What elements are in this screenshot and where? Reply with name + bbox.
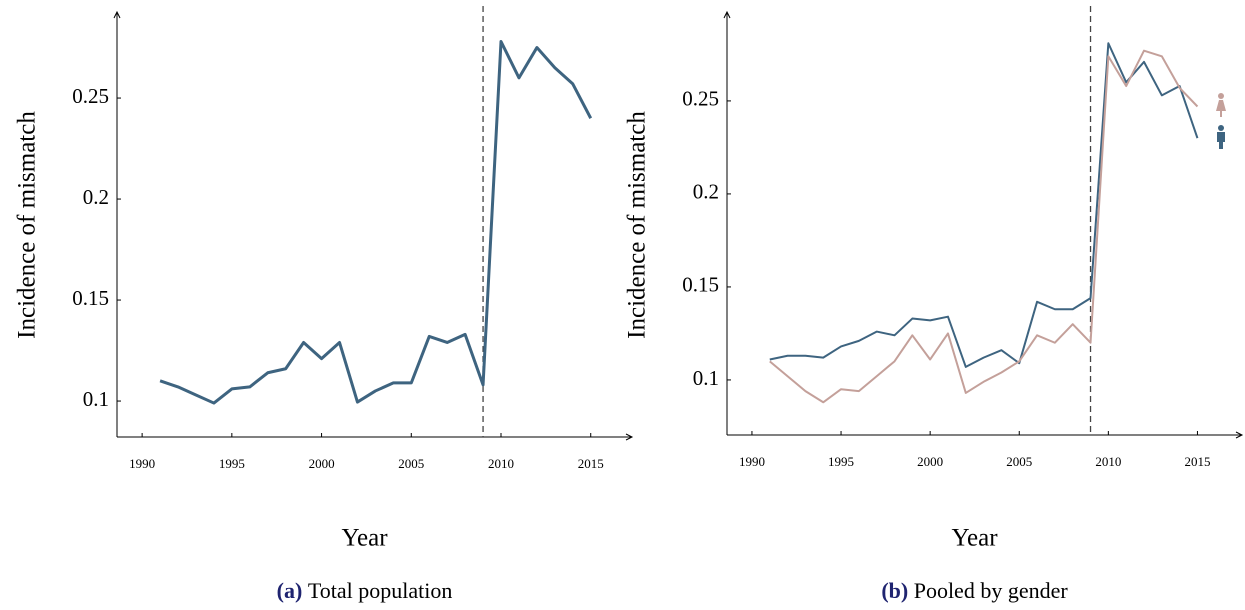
y-tick-label: 0.15 <box>72 286 109 310</box>
x-axis-arrow <box>625 433 634 441</box>
y-tick-label: 0.25 <box>72 84 109 108</box>
x-tick-label: 1990 <box>739 454 765 469</box>
chart: 1990 1995 2000 2005 2010 2015 0.1 0.15 0.2 0.25 Ye… <box>624 6 1244 603</box>
y-tick-label: 0.15 <box>682 273 719 297</box>
icon-body <box>1217 132 1225 149</box>
y-axis-label: Incidence of mismatch <box>624 111 651 339</box>
x-tick-label: 2000 <box>309 456 335 471</box>
chart: 1990 1995 2000 2005 2010 2015 0.1 0.15 0.2 0.25 Ye… <box>14 6 634 603</box>
x-tick-label: 2010 <box>488 456 514 471</box>
x-axis-label: Year <box>951 525 998 552</box>
female-icon <box>1216 93 1226 117</box>
y-axis-label: Incidence of mismatch <box>14 111 41 339</box>
x-tick-label: 2005 <box>1006 454 1032 469</box>
x-tick-label: 1995 <box>828 454 854 469</box>
y-tick-label: 0.2 <box>83 185 109 209</box>
x-tick-label: 2010 <box>1095 454 1121 469</box>
y-axis-arrow <box>723 10 731 19</box>
x-tick-label: 2015 <box>578 456 604 471</box>
caption-label: (a) <box>277 578 303 603</box>
x-tick-label: 1990 <box>129 456 155 471</box>
y-tick-label: 0.2 <box>693 180 719 204</box>
x-tick-label: 2000 <box>917 454 943 469</box>
x-axis-label: Year <box>341 525 388 552</box>
caption-text: Total population <box>308 578 453 603</box>
icon-head <box>1218 93 1224 99</box>
caption: (b) Pooled by gender <box>881 578 1068 603</box>
x-tick-label: 1995 <box>219 456 245 471</box>
x-axis-arrow <box>1235 431 1244 439</box>
icon-body <box>1216 100 1226 117</box>
icon-head <box>1218 125 1224 131</box>
caption-text: Pooled by gender <box>914 578 1069 603</box>
y-axis-arrow <box>113 10 121 19</box>
caption: (a) Total population <box>277 578 453 603</box>
y-tick-label: 0.25 <box>682 87 719 111</box>
y-tick-label: 0.1 <box>83 387 109 411</box>
series-line <box>769 42 1199 368</box>
caption-label: (b) <box>881 578 908 603</box>
series-line <box>159 39 593 405</box>
y-tick-label: 0.1 <box>693 366 719 390</box>
male-icon <box>1217 125 1225 149</box>
series-line <box>769 49 1199 404</box>
x-tick-label: 2005 <box>398 456 424 471</box>
x-tick-label: 2015 <box>1184 454 1210 469</box>
